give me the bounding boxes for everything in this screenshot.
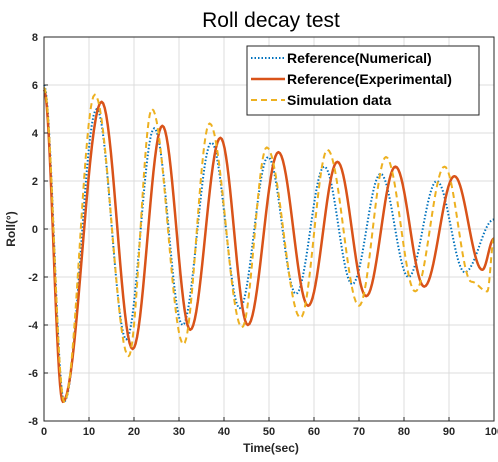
chart-title: Roll decay test xyxy=(202,9,340,32)
y-tick-label: 6 xyxy=(32,80,38,92)
y-tick-label: 8 xyxy=(32,32,38,44)
legend-box xyxy=(246,45,480,116)
y-axis-label: Roll(°) xyxy=(4,211,18,246)
x-tick-label: 40 xyxy=(218,426,230,438)
x-tick-label: 10 xyxy=(83,426,95,438)
x-tick-label: 70 xyxy=(353,426,365,438)
series-layer xyxy=(42,84,495,404)
legend-label-experimental: Reference(Experimental) xyxy=(287,71,452,87)
x-tick-label: 50 xyxy=(263,426,275,438)
experimental-series-line xyxy=(42,89,495,404)
x-tick-label: 0 xyxy=(41,426,47,438)
legend-label-numerical: Reference(Numerical) xyxy=(287,50,432,66)
legend-label-simulation: Simulation data xyxy=(287,92,391,108)
y-tick-label: -2 xyxy=(28,272,38,284)
x-axis-label: Time(sec) xyxy=(243,441,299,455)
simulation-series-line xyxy=(43,86,495,403)
y-tick-label: 4 xyxy=(32,128,39,140)
x-tick-label: 30 xyxy=(173,426,185,438)
y-tick-label: 0 xyxy=(32,224,38,236)
tick-layer: 0 10 20 30 40 50 60 70 80 90 100 -8 -6 -4 -2 0 2 4 6 8 xyxy=(28,32,498,438)
legend: Reference(Numerical) Reference(Experimen… xyxy=(246,45,480,116)
y-tick-label: -6 xyxy=(28,368,38,380)
y-tick-label: 2 xyxy=(32,176,38,188)
y-tick-label: -4 xyxy=(28,320,39,332)
x-tick-label: 80 xyxy=(398,426,410,438)
x-tick-label: 90 xyxy=(443,426,455,438)
x-tick-label: 60 xyxy=(308,426,320,438)
x-tick-label: 20 xyxy=(128,426,140,438)
x-tick-label: 100 xyxy=(485,426,498,438)
y-tick-label: -8 xyxy=(28,416,38,428)
